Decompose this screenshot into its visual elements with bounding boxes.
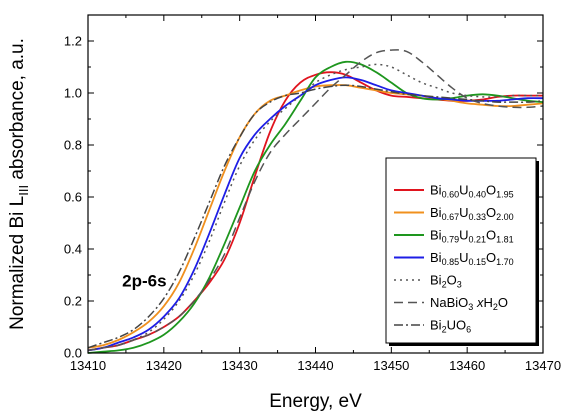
x-axis-title: Energy, eV: [269, 391, 362, 412]
y-tick-label: 1.2: [64, 34, 82, 49]
y-tick-label: 1.0: [64, 86, 82, 101]
legend-label: Bi0.79​U0.21​O1.81​: [430, 228, 514, 245]
tick-marks: [87, 14, 544, 354]
legend-label: NaBiO3​ xH2​O: [430, 295, 508, 312]
series-line-2: [87, 84, 544, 349]
x-tick-label: 13440: [297, 358, 333, 373]
series-lines: [87, 49, 544, 354]
x-tick-label: 13430: [222, 358, 258, 373]
series-line-6: [87, 49, 544, 352]
y-tick-label: 0.8: [64, 138, 82, 153]
series-line-7: [87, 84, 544, 349]
legend: Bi0.60​U0.40​O1.95​ Bi0.67​U0.33​O2.00​ Bi…: [385, 157, 539, 346]
legend-label: Bi0.67​U0.33​O2.00​: [430, 205, 514, 222]
series-line-4: [87, 76, 544, 352]
annotation-2p-6s: 2p-6s: [122, 272, 166, 291]
y-tick-label: 0.6: [64, 190, 82, 205]
y-tick-label: 0.4: [64, 242, 82, 257]
x-tick-label: 13460: [449, 358, 485, 373]
x-tick-label: 13470: [525, 358, 561, 373]
y-tick-label: 0.2: [64, 294, 82, 309]
tick-labels: 13410 13420 13430 13440 13450 13460 13470 0.0 0.…: [64, 34, 561, 374]
x-tick-label: 13410: [70, 358, 106, 373]
series-line-3: [87, 60, 544, 354]
x-tick-label: 13420: [146, 358, 182, 373]
legend-label: Bi0.85​U0.15​O1.70​: [430, 250, 514, 267]
y-tick-label: 0.0: [64, 346, 82, 361]
legend-box: [385, 157, 537, 344]
legend-label: Bi2​UO6​: [430, 318, 471, 335]
legend-label: Bi2​O3​: [430, 273, 462, 290]
x-tick-label: 13450: [373, 358, 409, 373]
y-axis-title: Normalized Bi LIII absorbance, a.u.: [7, 38, 31, 330]
legend-label: Bi0.60​U0.40​O1.95​: [430, 183, 514, 200]
